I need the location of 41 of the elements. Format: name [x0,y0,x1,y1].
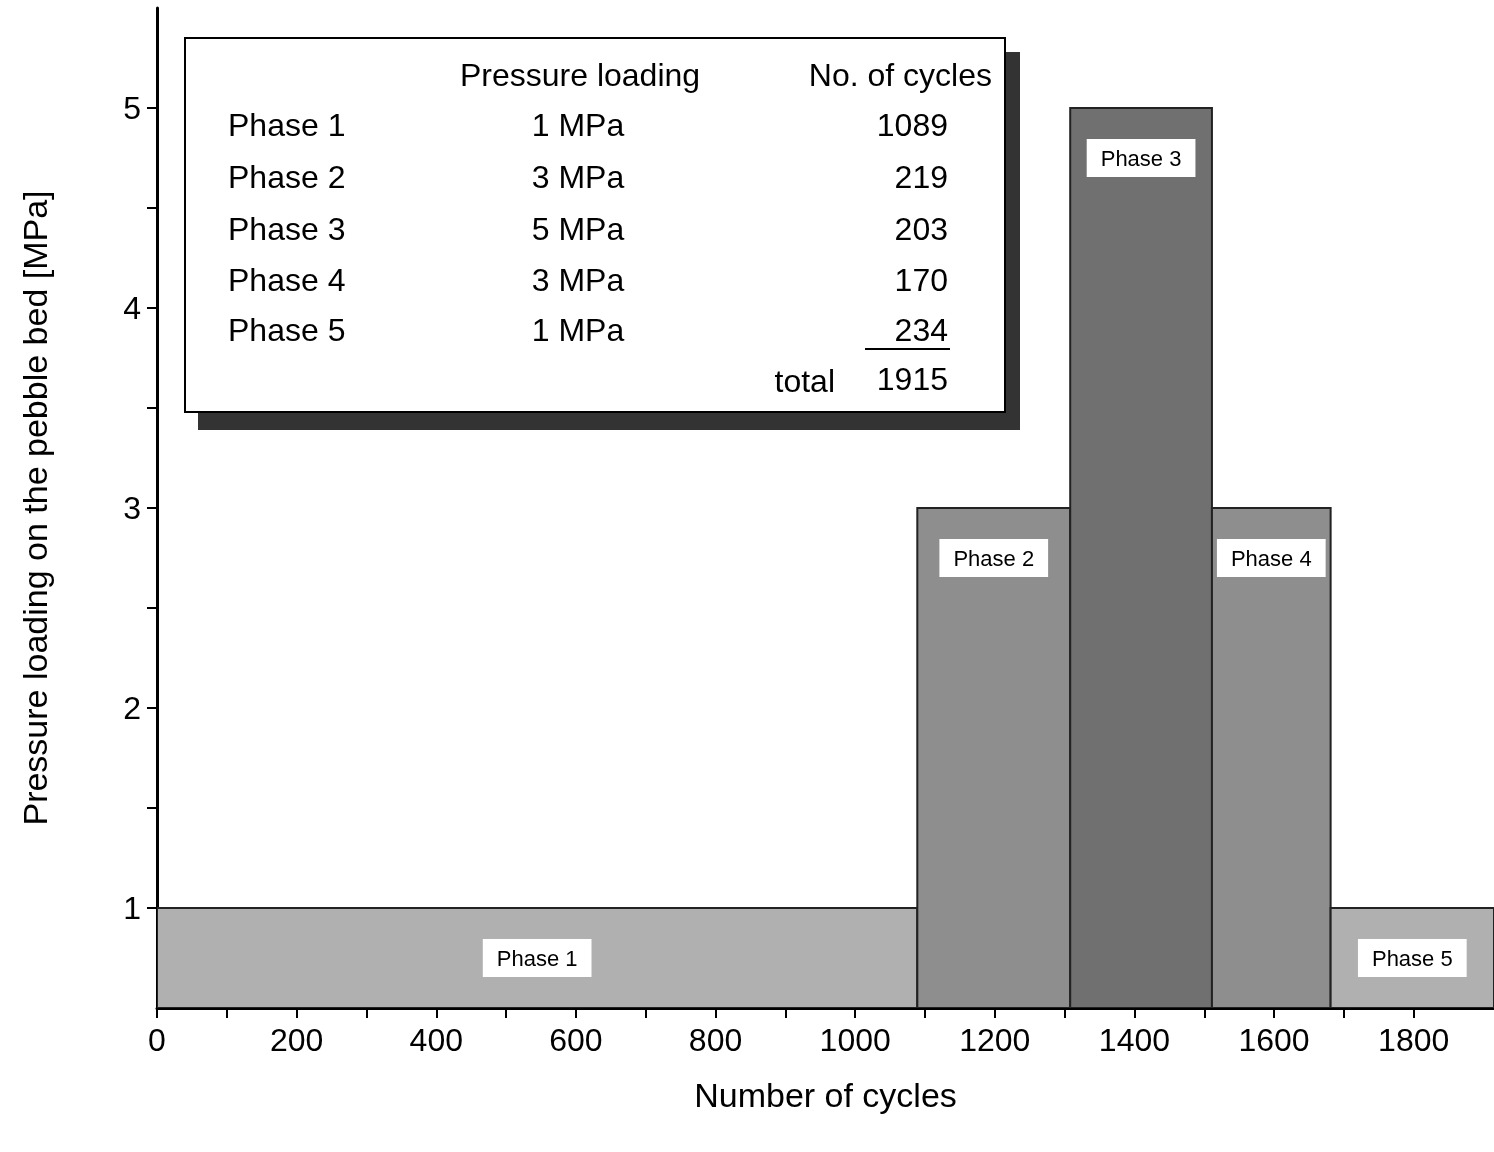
annotation: Pressure loading [459,57,701,93]
annotation: 3 MPa [531,262,625,298]
annotation: 170 [894,262,948,298]
annotation: 5 MPa [531,211,625,247]
x-tick-label: 1800 [1378,1022,1450,1058]
x-tick-label: 800 [688,1022,743,1058]
annotation: Phase 4 [228,262,346,298]
y-tick-label: 1 [123,890,141,926]
annotation: No. of cycles [808,57,992,93]
x-tick-label: 400 [409,1022,463,1058]
x-tick-label: 600 [549,1022,603,1058]
data-label: Phase 4 [1230,545,1312,571]
annotation: 3 MPa [531,159,625,195]
data-label: Phase 5 [1371,945,1453,971]
x-tick-label: 1400 [1098,1022,1171,1058]
y-tick-label: 3 [123,490,141,526]
annotation: 1 MPa [531,107,625,143]
x-tick-label: 1000 [819,1022,891,1058]
y-axis-title: Pressure loading on the pebble bed [MPa] [16,190,54,826]
y-tick-label: 2 [123,690,141,726]
x-axis-title: Number of cycles [694,1076,957,1114]
annotation: 234 [894,312,948,348]
annotation: 1915 [876,361,948,397]
y-tick-label: 5 [123,90,141,126]
x-tick-label: 1200 [959,1022,1031,1058]
x-tick-label: 0 [148,1022,166,1058]
annotation: 219 [894,159,948,195]
x-tick-label: 200 [269,1022,324,1058]
annotation: Phase 1 [228,107,346,143]
data-label: Phase 1 [496,945,578,971]
annotation: Phase 2 [228,159,346,195]
annotation: total [774,363,835,399]
x-tick-label: 1600 [1238,1022,1310,1058]
data-label: Phase 2 [953,545,1035,571]
annotation: 1089 [876,107,948,143]
data-label: Phase 3 [1100,145,1182,171]
annotation: 1 MPa [531,312,625,348]
y-tick-label: 4 [123,290,141,326]
annotation: 203 [894,211,948,247]
annotation: Phase 5 [228,312,346,348]
annotation: Phase 3 [228,211,346,247]
